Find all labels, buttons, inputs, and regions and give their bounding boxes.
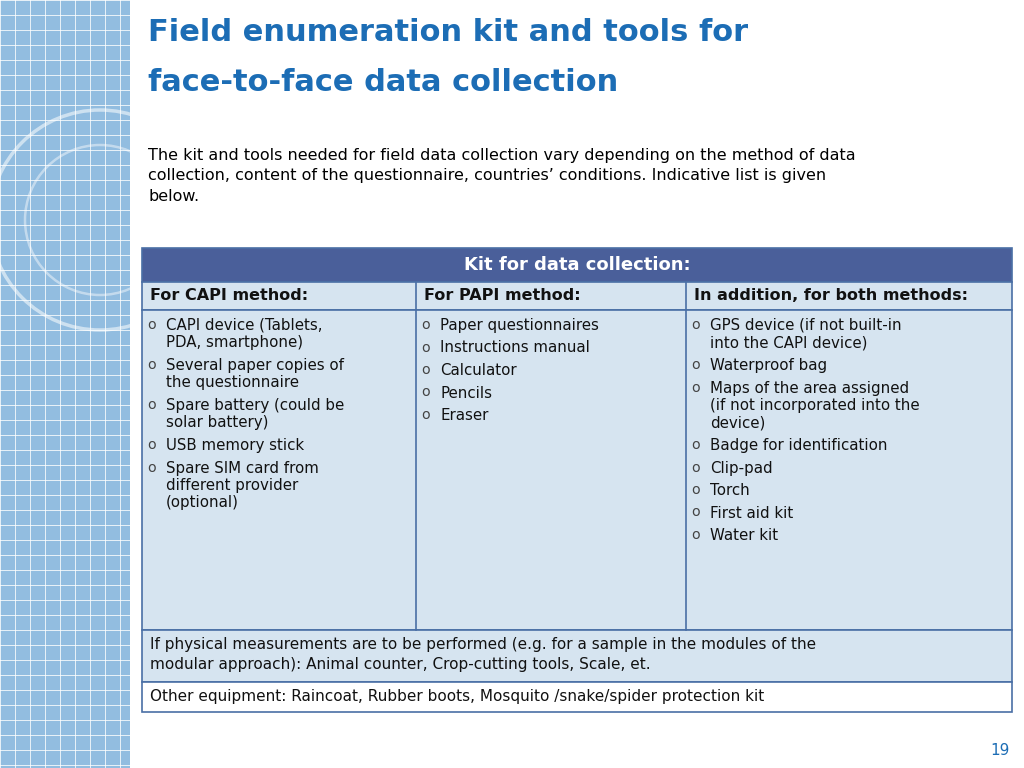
Text: For PAPI method:: For PAPI method: <box>424 289 581 303</box>
Text: o: o <box>422 318 430 332</box>
FancyBboxPatch shape <box>142 682 1012 712</box>
Text: different provider: different provider <box>166 478 298 493</box>
Text: o: o <box>147 461 157 475</box>
Text: o: o <box>422 363 430 377</box>
Text: PDA, smartphone): PDA, smartphone) <box>166 336 303 350</box>
Text: In addition, for both methods:: In addition, for both methods: <box>693 289 968 303</box>
Text: o: o <box>422 340 430 355</box>
FancyBboxPatch shape <box>142 310 1012 630</box>
Text: o: o <box>691 318 700 332</box>
Text: Badge for identification: Badge for identification <box>710 438 887 453</box>
Text: o: o <box>422 386 430 399</box>
FancyBboxPatch shape <box>142 248 1012 282</box>
Text: Spare SIM card from: Spare SIM card from <box>166 461 318 475</box>
Text: o: o <box>691 438 700 452</box>
Text: 19: 19 <box>990 743 1010 758</box>
Text: CAPI device (Tablets,: CAPI device (Tablets, <box>166 318 323 333</box>
Text: Pencils: Pencils <box>440 386 493 400</box>
Text: Eraser: Eraser <box>440 408 488 423</box>
FancyBboxPatch shape <box>142 630 1012 682</box>
Text: Instructions manual: Instructions manual <box>440 340 590 356</box>
Text: the questionnaire: the questionnaire <box>166 376 299 390</box>
Text: o: o <box>147 318 157 332</box>
Text: into the CAPI device): into the CAPI device) <box>710 336 867 350</box>
Text: o: o <box>147 438 157 452</box>
Text: Calculator: Calculator <box>440 363 517 378</box>
Text: For CAPI method:: For CAPI method: <box>150 289 308 303</box>
Text: o: o <box>147 358 157 372</box>
Text: Clip-pad: Clip-pad <box>710 461 772 475</box>
Text: o: o <box>147 398 157 412</box>
Text: The kit and tools needed for field data collection vary depending on the method : The kit and tools needed for field data … <box>148 148 856 204</box>
Text: If physical measurements are to be performed (e.g. for a sample in the modules o: If physical measurements are to be perfo… <box>150 637 816 673</box>
Text: o: o <box>691 380 700 395</box>
Text: Water kit: Water kit <box>710 528 778 543</box>
Text: Kit for data collection:: Kit for data collection: <box>464 256 690 274</box>
Text: o: o <box>422 408 430 422</box>
Text: face-to-face data collection: face-to-face data collection <box>148 68 618 97</box>
Text: Waterproof bag: Waterproof bag <box>710 358 826 373</box>
Text: o: o <box>691 483 700 497</box>
Text: USB memory stick: USB memory stick <box>166 438 304 453</box>
Text: Torch: Torch <box>710 483 750 498</box>
Text: GPS device (if not built-in: GPS device (if not built-in <box>710 318 901 333</box>
Text: Maps of the area assigned: Maps of the area assigned <box>710 380 909 396</box>
Text: (optional): (optional) <box>166 495 239 511</box>
Text: Spare battery (could be: Spare battery (could be <box>166 398 344 413</box>
Text: Several paper copies of: Several paper copies of <box>166 358 344 373</box>
Text: (if not incorporated into the: (if not incorporated into the <box>710 398 920 413</box>
Text: First aid kit: First aid kit <box>710 505 793 521</box>
FancyBboxPatch shape <box>0 0 130 768</box>
Text: o: o <box>691 528 700 542</box>
Text: Other equipment: Raincoat, Rubber boots, Mosquito /snake/spider protection kit: Other equipment: Raincoat, Rubber boots,… <box>150 690 764 704</box>
Text: device): device) <box>710 415 765 431</box>
Text: o: o <box>691 461 700 475</box>
Text: o: o <box>691 358 700 372</box>
Text: Paper questionnaires: Paper questionnaires <box>440 318 599 333</box>
Text: o: o <box>691 505 700 519</box>
FancyBboxPatch shape <box>142 282 1012 310</box>
Text: Field enumeration kit and tools for: Field enumeration kit and tools for <box>148 18 749 47</box>
Text: solar battery): solar battery) <box>166 415 268 431</box>
